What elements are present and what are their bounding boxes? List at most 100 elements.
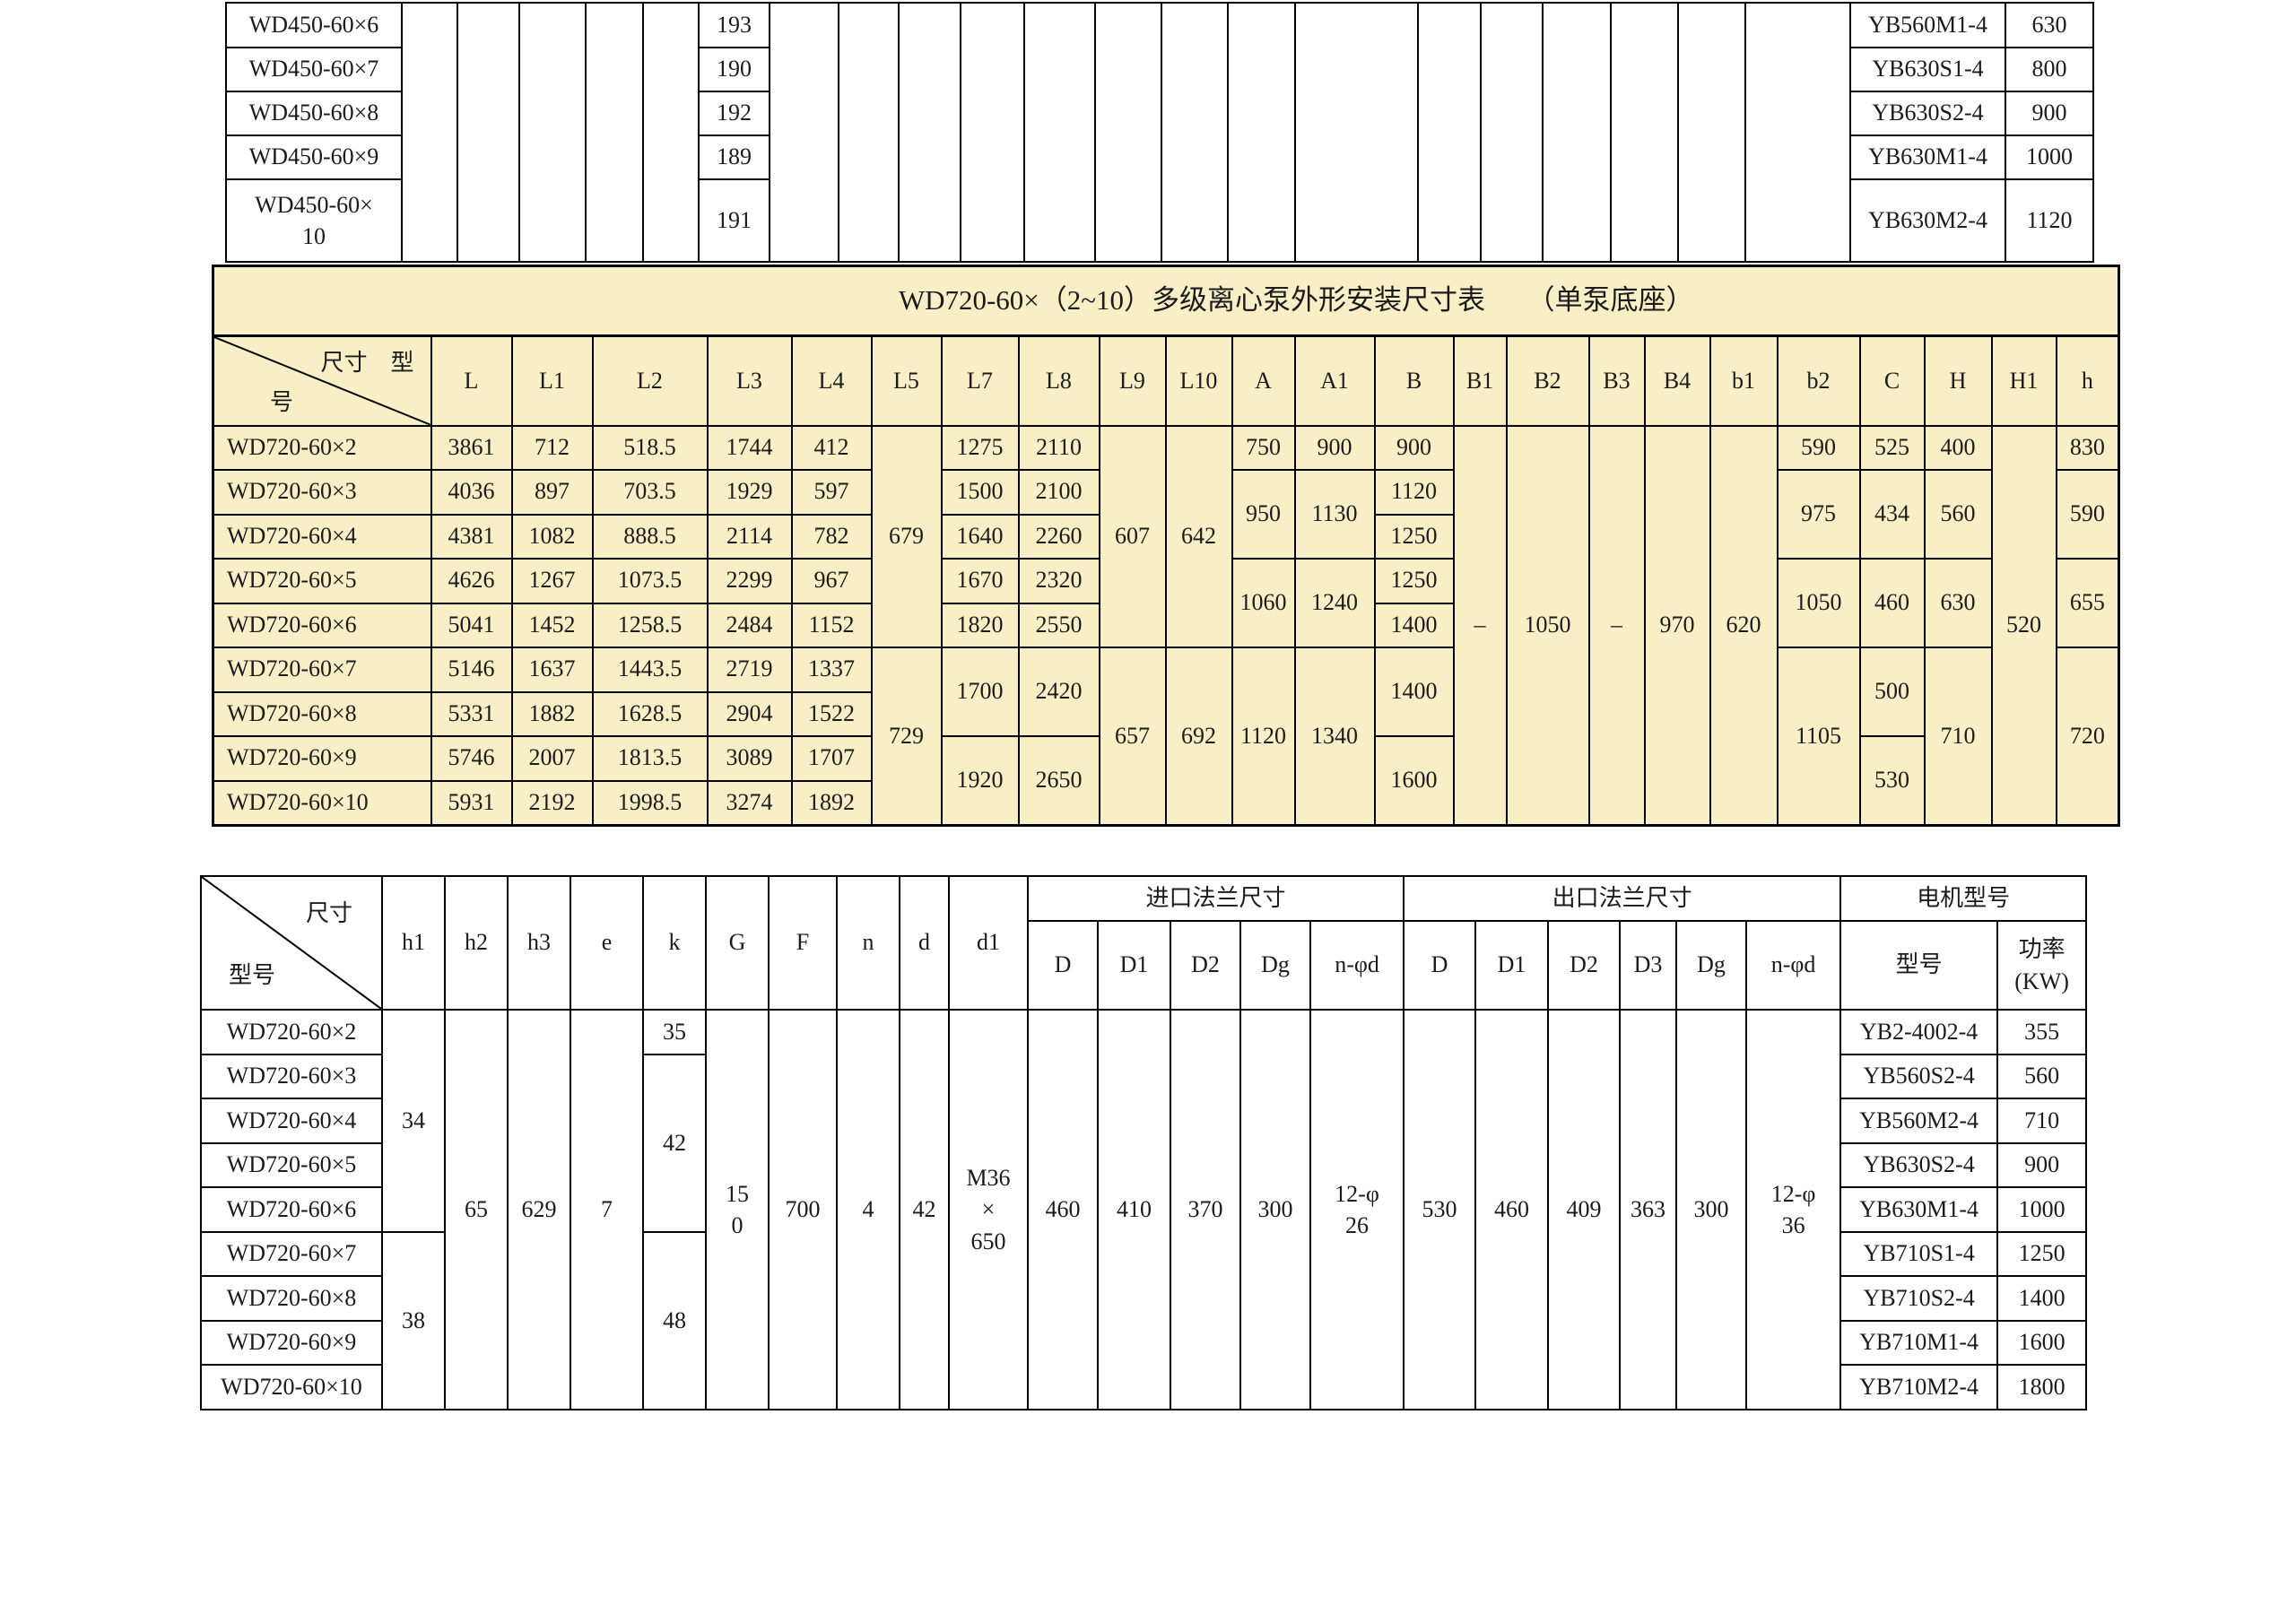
table-row: WD720-60×2 34 65 629 7 35 150 700 4 42 M36 × 650 46…: [200, 1009, 2088, 1410]
cell: 1258.5: [591, 602, 709, 648]
row-header-cell: WD720-60×8: [212, 690, 432, 737]
cell: YB630M1-4: [1849, 135, 2006, 180]
cell: 460: [1027, 1009, 1099, 1410]
cell: M36 × 650: [948, 1009, 1029, 1410]
table-row: WD720-60×2 3861 712 518.5 1744 412 679 1275 2110…: [212, 424, 2120, 827]
row-header-cell: WD720-60×7: [200, 1231, 383, 1277]
cell: 300: [1675, 1009, 1748, 1410]
cell: 1400: [1996, 1275, 2088, 1322]
cell: 1000: [2005, 135, 2094, 180]
cell: A: [1231, 334, 1296, 427]
table-row: WD720-60×5 4626 1267 1073.5 2299 967 1670 2320 1…: [212, 557, 2120, 648]
diagonal-line: [214, 337, 430, 425]
cell: 500: [1858, 646, 1926, 737]
cell-text: 12-φ 26: [1335, 1180, 1379, 1238]
cell: 2650: [1017, 734, 1100, 827]
empty-cell: [1744, 2, 1851, 263]
cell: 1892: [790, 779, 873, 827]
row-header-cell: WD720-60×7: [212, 646, 432, 693]
cell-text: WD450-60×10: [255, 191, 373, 249]
cell: 1929: [706, 468, 793, 516]
cell: 1882: [510, 690, 594, 737]
row-header-cell: WD720-60×4: [200, 1098, 383, 1144]
cell: 782: [790, 513, 873, 560]
cell: 370: [1170, 1009, 1241, 1410]
cell: C: [1858, 334, 1926, 427]
cell: L: [430, 334, 513, 427]
cell: 38: [381, 1231, 446, 1410]
cell: F: [768, 875, 838, 1011]
cell: 710: [1996, 1098, 2088, 1144]
cell: 520: [1990, 424, 2057, 827]
cell-text: 功率 (KW): [2014, 936, 2069, 994]
table-row: WD720-60×8 5331 1882 1628.5 2904 1522: [212, 690, 2119, 737]
cell: 900: [1373, 424, 1455, 471]
cell: D1: [1097, 920, 1171, 1011]
table-row: WD720-60×7 38 48 YB710S1-4 1250: [200, 1231, 2088, 1410]
cell: 679: [870, 424, 943, 648]
cell: 657: [1098, 646, 1167, 827]
cell: Dg: [1675, 920, 1748, 1011]
cell: 1640: [940, 513, 1020, 560]
table-row: WD720-60×6 YB630M1-4 1000: [200, 1186, 2088, 1233]
cell: 597: [790, 468, 873, 516]
cell: 2904: [706, 690, 793, 737]
row-header-cell: WD720-60×10: [212, 779, 432, 827]
cell: h: [2055, 334, 2120, 427]
cell: 1050: [1505, 424, 1590, 827]
cell: 800: [2005, 47, 2094, 92]
table-row: WD720-60×10 YB710M2-4 1800: [200, 1364, 2088, 1410]
empty-cell: [585, 2, 644, 263]
cell: G: [705, 875, 770, 1011]
row-header-cell: WD720-60×2: [200, 1009, 383, 1055]
cell: 1337: [790, 646, 873, 693]
cell: 560: [1996, 1054, 2088, 1099]
cell: 1050: [1776, 557, 1861, 648]
table-row: WD720-60×8 YB710S2-4 1400: [200, 1275, 2088, 1322]
diag-label-top: 尺寸 型: [320, 350, 414, 376]
cell: 620: [1709, 424, 1779, 827]
cell: 2100: [1017, 468, 1100, 516]
cell: 3861: [430, 424, 513, 471]
cell: 720: [2055, 646, 2120, 827]
cell: 1073.5: [591, 557, 709, 604]
cell: 1250: [1373, 513, 1455, 560]
cell: 5041: [430, 602, 513, 648]
cell: d: [899, 875, 950, 1011]
cell: 460: [1858, 557, 1926, 648]
outlet-flange-group-header: 出口法兰尺寸: [1403, 875, 1842, 922]
cell: 700: [768, 1009, 838, 1410]
cell: YB710S1-4: [1839, 1231, 1999, 1277]
cell: L1: [510, 334, 594, 427]
empty-cell: [1480, 2, 1544, 263]
cell: 190: [698, 47, 770, 92]
cell: b2: [1776, 334, 1861, 427]
cell: L8: [1017, 334, 1100, 427]
cell: 1637: [510, 646, 594, 693]
cell: Dg: [1239, 920, 1311, 1011]
cell: 590: [2055, 468, 2120, 560]
cell: 975: [1776, 468, 1861, 560]
table-row: WD720-60×5 YB630S2-4 900: [200, 1142, 2088, 1188]
empty-cell: [1094, 2, 1162, 263]
cell: 1670: [940, 557, 1020, 604]
cell: YB630M1-4: [1839, 1186, 1999, 1233]
table-row: WD720-60×3 42 YB560S2-4 560: [200, 1054, 2088, 1233]
cell: 434: [1858, 468, 1926, 560]
cell: 2550: [1017, 602, 1100, 648]
row-header-cell: WD450-60×6: [225, 2, 403, 48]
row-header-cell: WD450-60×7: [225, 47, 403, 92]
cell: 400: [1923, 424, 1993, 471]
cell: 3274: [706, 779, 793, 827]
cell: 1400: [1373, 602, 1455, 648]
cell: 5746: [430, 734, 513, 782]
table-row: 尺寸 型号 L L1 L2 L3 L4 L5 L7 L8 L9 L10 A A1 B B1 B2 B3 B4 b1 b…: [212, 334, 2120, 427]
cell: YB560M2-4: [1839, 1098, 1999, 1144]
empty-cell: [642, 2, 700, 263]
row-header-cell: WD720-60×6: [200, 1186, 383, 1233]
row-header-cell: WD720-60×4: [212, 513, 432, 560]
cell: –: [1587, 424, 1646, 827]
cell: 1628.5: [591, 690, 709, 737]
